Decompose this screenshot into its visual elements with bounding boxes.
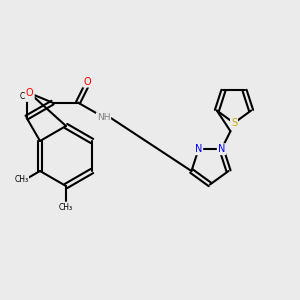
Text: O: O bbox=[83, 76, 91, 87]
Text: CH₃: CH₃ bbox=[59, 202, 73, 211]
Text: CH₃: CH₃ bbox=[20, 92, 34, 101]
Text: NH: NH bbox=[97, 113, 110, 122]
Text: S: S bbox=[231, 118, 237, 128]
Text: CH₃: CH₃ bbox=[14, 175, 28, 184]
Text: N: N bbox=[218, 144, 225, 154]
Text: O: O bbox=[26, 88, 34, 98]
Text: N: N bbox=[195, 144, 202, 154]
